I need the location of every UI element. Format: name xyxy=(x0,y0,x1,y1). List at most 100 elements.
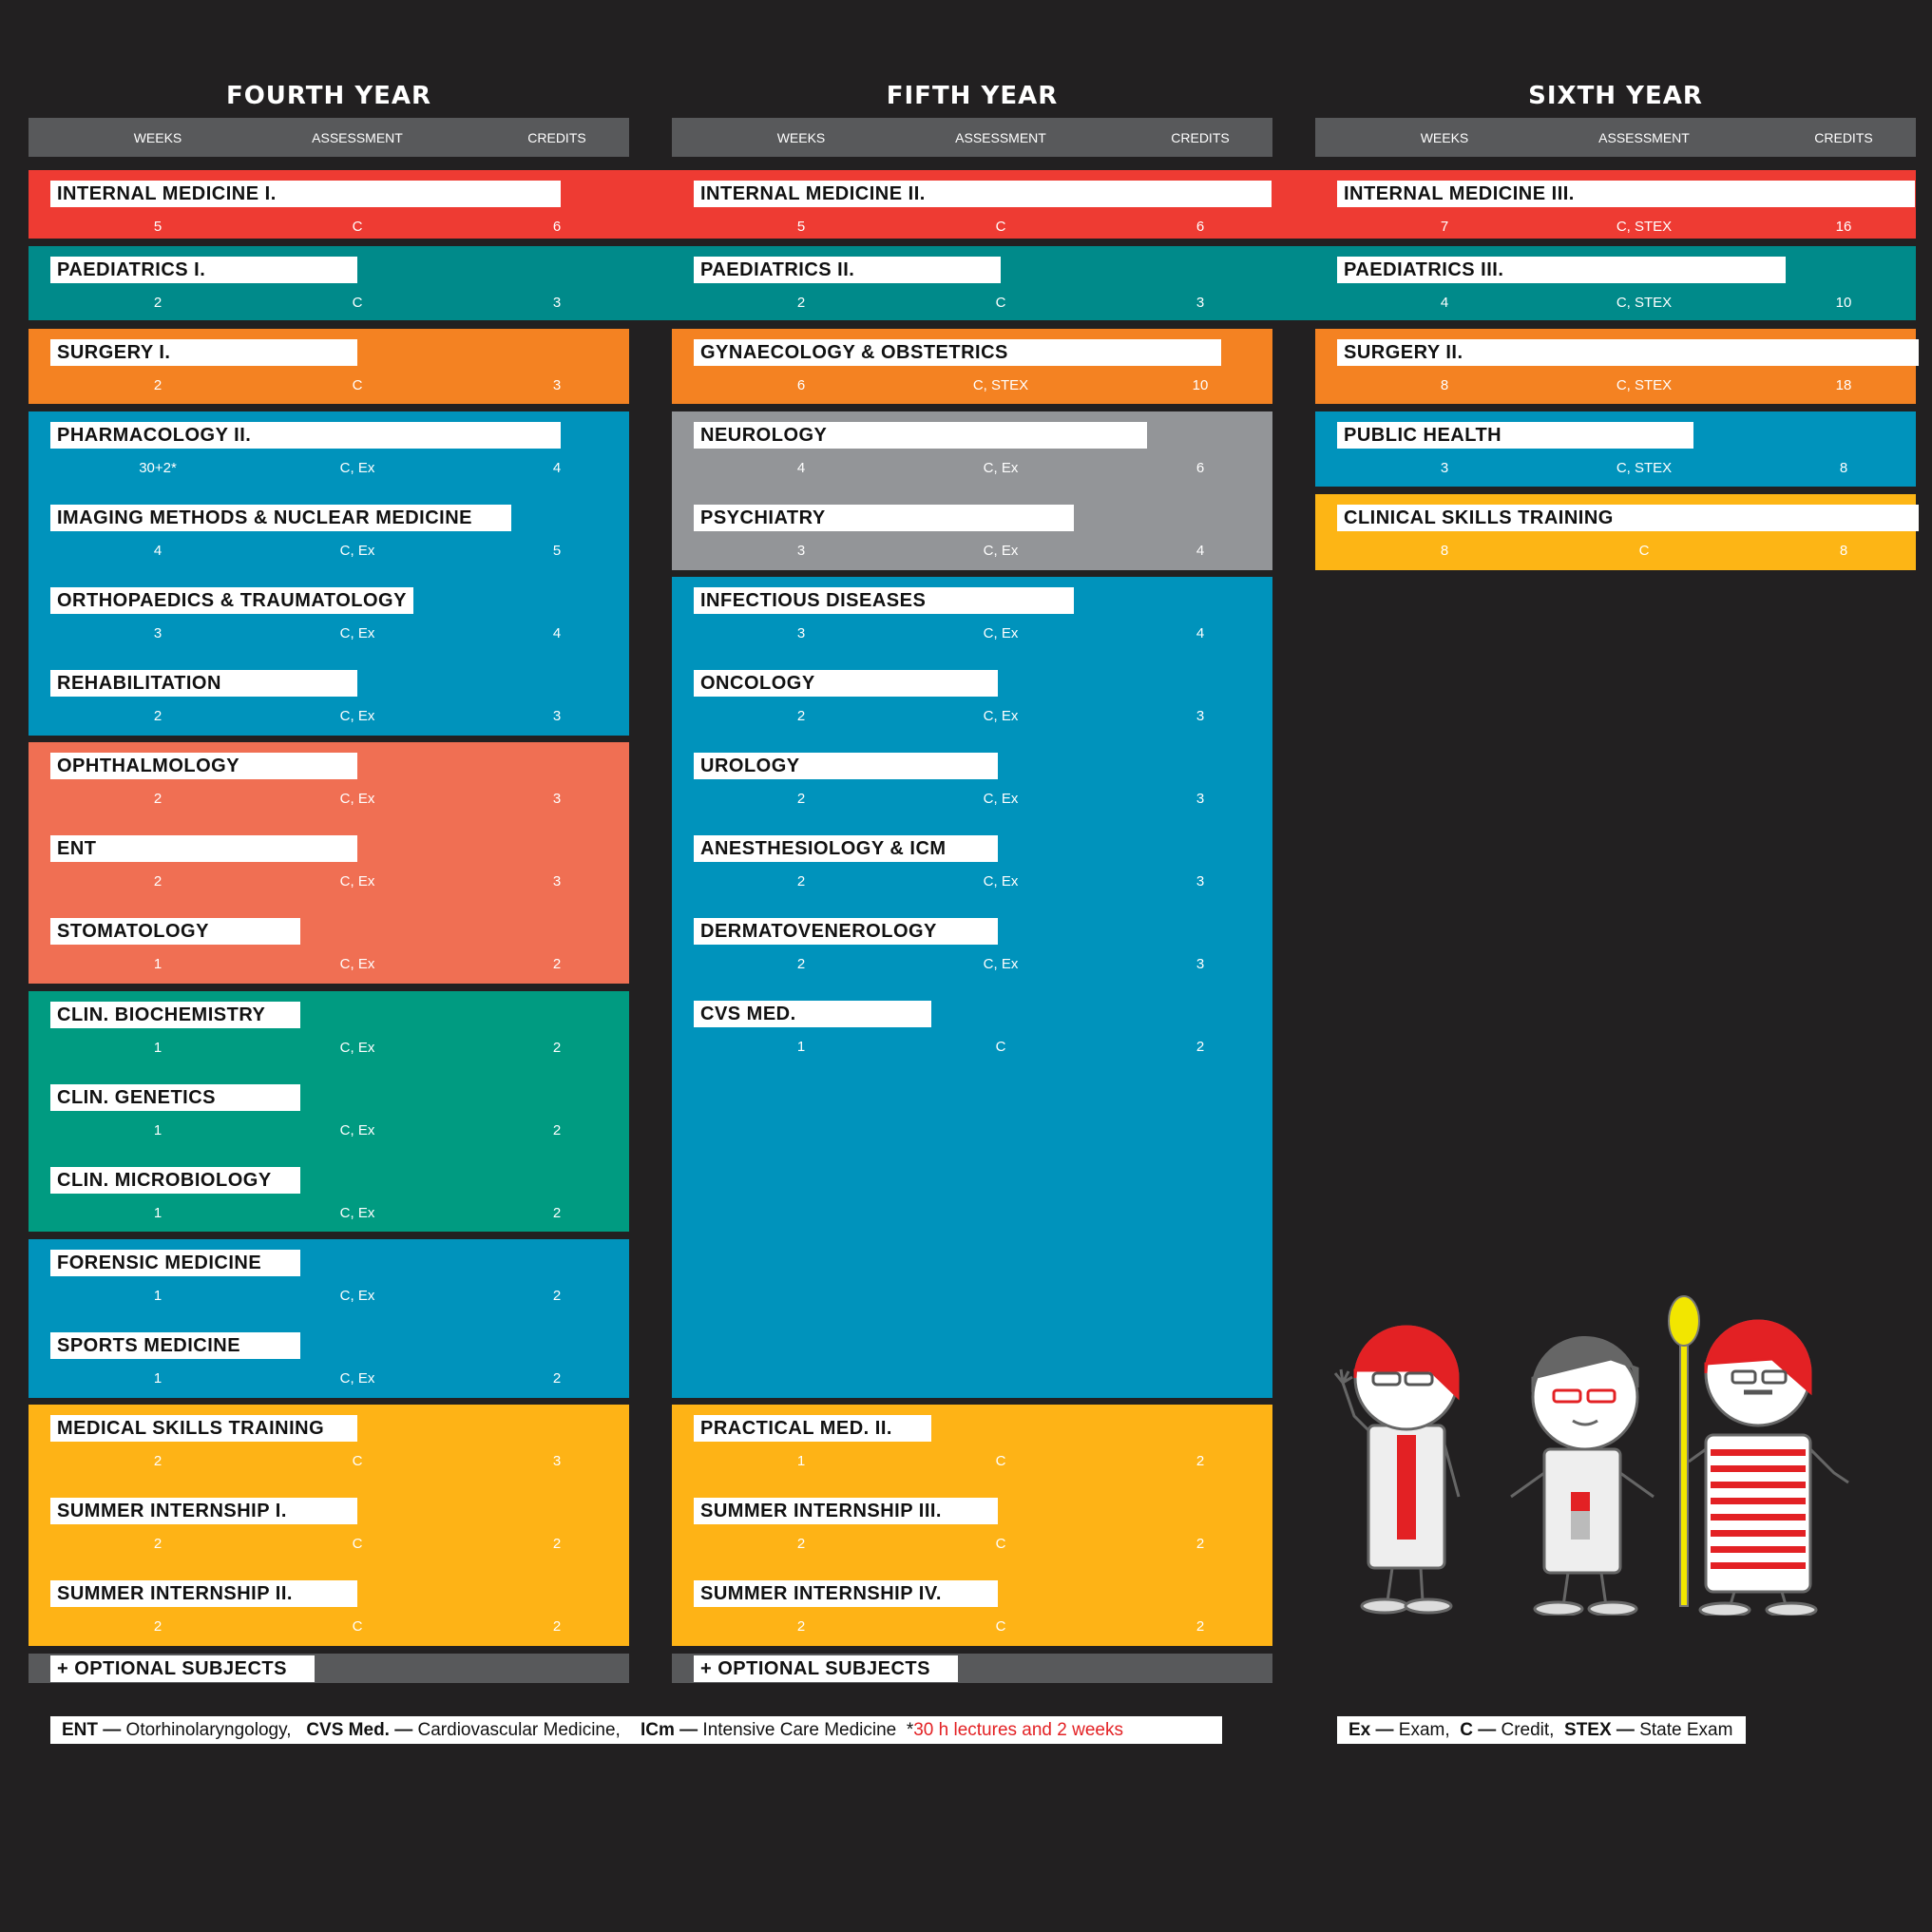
subject-assessment: C, Ex xyxy=(339,460,375,476)
subject-entry: SUMMER INTERNSHIP IV. 2 C 2 xyxy=(672,1570,1272,1653)
subject-assessment: C, STEX xyxy=(1616,460,1673,476)
subject-values: 5 C 6 xyxy=(672,219,1272,238)
legend-ex-def: Exam, xyxy=(1393,1720,1450,1740)
subject-credits: 3 xyxy=(552,377,562,393)
subject-weeks: 2 xyxy=(153,1618,163,1635)
subject-assessment: C xyxy=(1638,543,1650,559)
subject-name: ANESTHESIOLOGY & ICM xyxy=(694,835,998,862)
subject-entry: GYNAECOLOGY & OBSTETRICS 6 C, STEX 10 xyxy=(672,329,1272,411)
header-credits: CREDITS xyxy=(1171,130,1230,145)
legend-c-def: Credit, xyxy=(1496,1720,1555,1740)
subject-entry: DERMATOVENEROLOGY 2 C, Ex 3 xyxy=(672,908,1272,990)
subject-name: SUMMER INTERNSHIP II. xyxy=(50,1580,357,1607)
subject-weeks: 4 xyxy=(153,543,163,559)
subject-credits: 3 xyxy=(1196,873,1205,889)
subject-credits: 3 xyxy=(1196,956,1205,972)
subject-name: PAEDIATRICS I. xyxy=(50,257,357,283)
scepter-icon xyxy=(1668,1295,1700,1607)
header-assessment: ASSESSMENT xyxy=(1598,130,1690,145)
subject-weeks: 8 xyxy=(1440,543,1449,559)
subject-entry: INTERNAL MEDICINE I. 5 C 6 xyxy=(29,170,629,253)
legend-cvs-def: Cardiovascular Medicine, xyxy=(412,1720,621,1740)
subject-credits: 2 xyxy=(1196,1618,1205,1635)
y4-optional-subjects: + OPTIONAL SUBJECTS xyxy=(29,1654,629,1683)
dean-figure xyxy=(1688,1319,1849,1616)
subject-values: 8 C, STEX 18 xyxy=(1315,377,1916,396)
subject-assessment: C, Ex xyxy=(983,956,1019,972)
subject-values: 2 C 2 xyxy=(29,1536,629,1555)
subject-entry: MEDICAL SKILLS TRAINING 2 C 3 xyxy=(29,1405,629,1487)
legend-ent-abbr: ENT — xyxy=(62,1720,122,1740)
subject-values: 3 C, Ex 4 xyxy=(672,543,1272,562)
subject-weeks: 1 xyxy=(796,1039,806,1055)
subject-weeks: 1 xyxy=(153,1040,163,1056)
subject-credits: 6 xyxy=(1196,219,1205,235)
header-weeks: WEEKS xyxy=(776,130,826,145)
subject-assessment: C xyxy=(352,295,363,311)
subject-name: PAEDIATRICS III. xyxy=(1337,257,1786,283)
y5-blue-block xyxy=(672,577,1272,1398)
subject-values: 1 C, Ex 2 xyxy=(29,1370,629,1389)
subject-weeks: 6 xyxy=(796,377,806,393)
subject-credits: 3 xyxy=(552,1453,562,1469)
subject-weeks: 2 xyxy=(153,295,163,311)
assessment-legend: Ex — Exam, C — Credit, STEX — State Exam xyxy=(1337,1716,1746,1744)
subject-entry: ENT 2 C, Ex 3 xyxy=(29,825,629,908)
subject-values: 2 C 2 xyxy=(672,1536,1272,1555)
subject-name: INTERNAL MEDICINE III. xyxy=(1337,181,1915,207)
subject-assessment: C, Ex xyxy=(983,460,1019,476)
header-weeks: WEEKS xyxy=(133,130,182,145)
subject-credits: 18 xyxy=(1835,377,1852,393)
subject-entry: SURGERY I. 2 C 3 xyxy=(29,329,629,411)
subject-weeks: 2 xyxy=(796,956,806,972)
subject-values: 3 C, Ex 4 xyxy=(672,625,1272,644)
subject-assessment: C xyxy=(995,295,1006,311)
subject-values: 2 C 3 xyxy=(29,1453,629,1472)
year-title-sixth: SIXTH YEAR xyxy=(1528,82,1703,110)
subject-name: PSYCHIATRY xyxy=(694,505,1074,531)
subject-values: 2 C, Ex 3 xyxy=(672,873,1272,892)
subject-credits: 5 xyxy=(552,543,562,559)
subject-values: 1 C, Ex 2 xyxy=(29,1122,629,1141)
subject-entry: PRACTICAL MED. II. 1 C 2 xyxy=(672,1405,1272,1487)
subject-name: DERMATOVENEROLOGY xyxy=(694,918,998,945)
header-credits: CREDITS xyxy=(527,130,586,145)
subject-assessment: C, STEX xyxy=(972,377,1029,393)
subject-entry: NEUROLOGY 4 C, Ex 6 xyxy=(672,411,1272,494)
subject-credits: 3 xyxy=(552,295,562,311)
subject-entry: INTERNAL MEDICINE II. 5 C 6 xyxy=(672,170,1272,253)
subject-credits: 4 xyxy=(1196,625,1205,641)
subject-entry: SPORTS MEDICINE 1 C, Ex 2 xyxy=(29,1322,629,1405)
subject-assessment: C, Ex xyxy=(339,873,375,889)
subject-weeks: 2 xyxy=(153,1536,163,1552)
subject-credits: 3 xyxy=(1196,791,1205,807)
subject-entry: CLIN. BIOCHEMISTRY 1 C, Ex 2 xyxy=(29,991,629,1074)
subject-assessment: C, Ex xyxy=(339,956,375,972)
subject-entry: PSYCHIATRY 3 C, Ex 4 xyxy=(672,494,1272,577)
subject-assessment: C, Ex xyxy=(339,1122,375,1138)
subject-weeks: 2 xyxy=(796,1618,806,1635)
subject-assessment: C, Ex xyxy=(339,543,375,559)
subject-entry: INTERNAL MEDICINE III. 7 C, STEX 16 xyxy=(1315,170,1916,253)
subject-assessment: C xyxy=(995,1453,1006,1469)
subject-assessment: C, STEX xyxy=(1616,377,1673,393)
subject-credits: 4 xyxy=(1196,543,1205,559)
subject-credits: 8 xyxy=(1839,460,1848,476)
header-assessment: ASSESSMENT xyxy=(312,130,403,145)
subject-credits: 2 xyxy=(552,1040,562,1056)
subject-credits: 6 xyxy=(552,219,562,235)
year-title-fifth: FIFTH YEAR xyxy=(886,82,1059,110)
subject-name: PRACTICAL MED. II. xyxy=(694,1415,931,1442)
subject-assessment: C, Ex xyxy=(339,708,375,724)
subject-assessment: C, STEX xyxy=(1616,219,1673,235)
subject-entry: PUBLIC HEALTH 3 C, STEX 8 xyxy=(1315,411,1916,494)
legend-note-star: * xyxy=(906,1720,914,1740)
subject-credits: 2 xyxy=(552,1618,562,1635)
subject-credits: 16 xyxy=(1835,219,1852,235)
subject-assessment: C, Ex xyxy=(983,543,1019,559)
subject-values: 2 C, Ex 3 xyxy=(29,791,629,810)
subject-weeks: 2 xyxy=(153,708,163,724)
subject-name: INFECTIOUS DISEASES xyxy=(694,587,1074,614)
subject-weeks: 1 xyxy=(153,1122,163,1138)
subject-assessment: C, Ex xyxy=(339,1040,375,1056)
